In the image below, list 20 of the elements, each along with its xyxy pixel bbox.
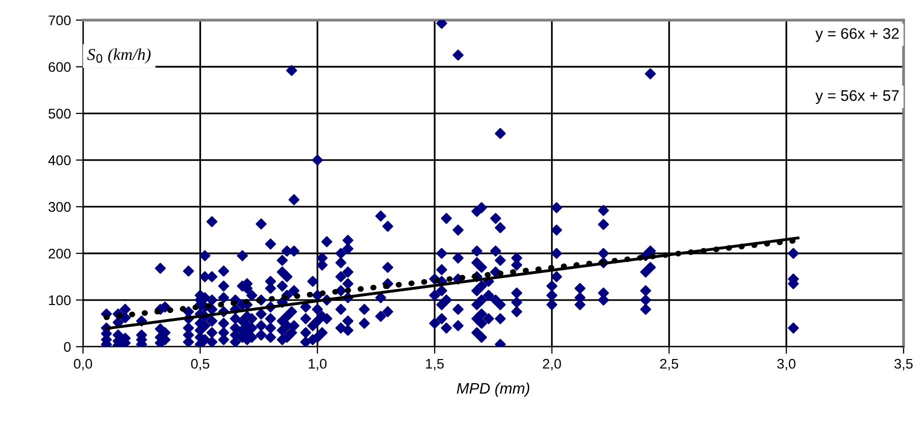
x-tick-label: 1,0: [308, 358, 327, 370]
x-tick-label: 3,5: [894, 358, 913, 370]
x-tick-label: 0,0: [74, 358, 92, 370]
y-tick-label: 0: [64, 342, 71, 352]
y-axis-title: S$_{0}$ (km/h): [87, 48, 151, 64]
annotation: y = 66x + 32: [815, 28, 899, 42]
x-tick-label: 2,0: [542, 358, 561, 370]
x-tick-label: 0,5: [191, 358, 210, 370]
y-tick-label: 600: [48, 62, 71, 72]
x-axis-title: MPD (mm): [456, 382, 530, 397]
annotation: y = 56x + 57: [815, 90, 899, 104]
y-tick-label: 700: [48, 15, 71, 26]
x-tick-label: 3,0: [777, 358, 796, 370]
y-tick-label: 500: [48, 108, 71, 119]
y-tick-label: 200: [48, 248, 71, 259]
y-tick-label: 400: [48, 155, 71, 166]
y-tick-label: 100: [49, 295, 71, 306]
y-tick-label: 300: [48, 202, 71, 212]
x-tick-label: 1,5: [426, 358, 444, 370]
x-tick-label: 2,5: [660, 358, 678, 370]
